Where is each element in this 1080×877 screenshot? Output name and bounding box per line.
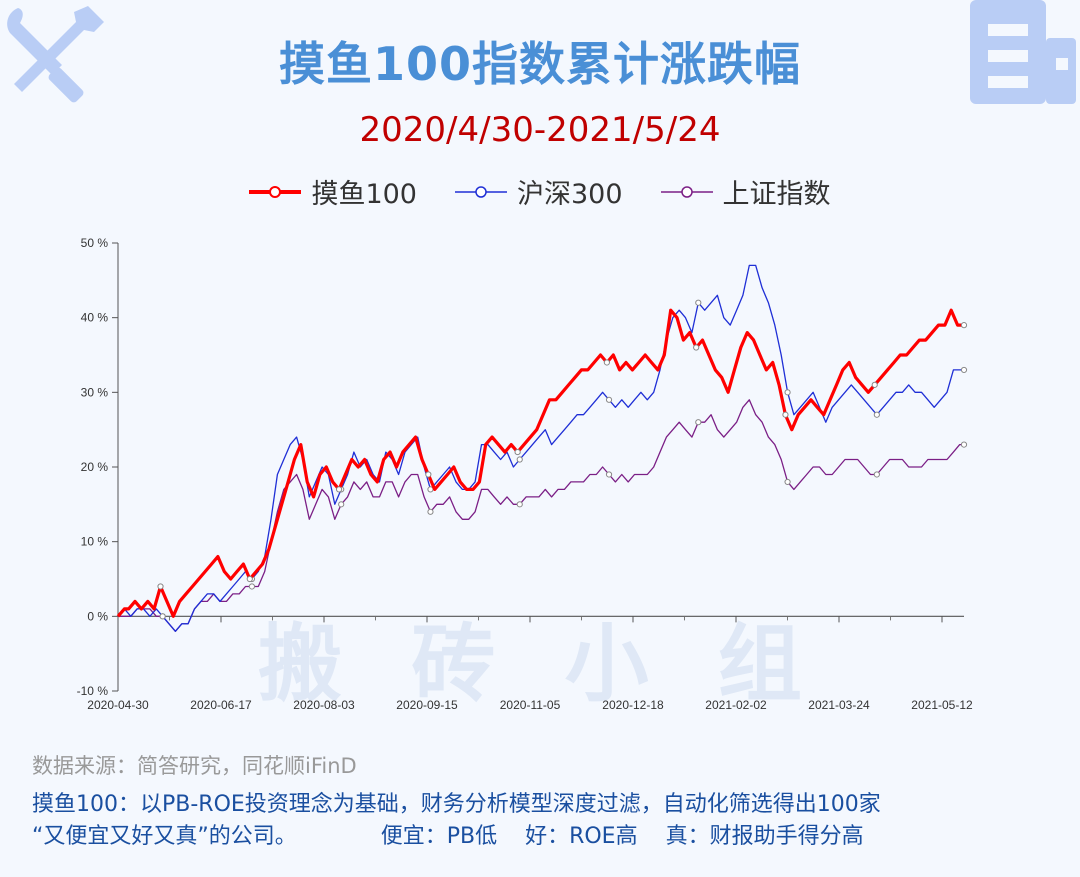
x-tick-label: 2021-05-12 — [911, 698, 973, 712]
x-tick-label: 2020-06-17 — [190, 698, 252, 712]
data-source-note: 数据来源：简答研究，同花顺iFinD — [32, 754, 357, 778]
desc-good: 好：ROE高 — [525, 824, 638, 849]
y-tick-label: 20 % — [81, 460, 109, 474]
x-tick-label: 2020-08-03 — [293, 698, 355, 712]
index-description: 摸鱼100：以PB-ROE投资理念为基础，财务分析模型深度过滤，自动化筛选得出1… — [32, 789, 1072, 853]
series-marker-1 — [960, 366, 968, 374]
series-marker-2 — [784, 478, 791, 486]
building-icon — [970, 0, 1076, 104]
page-title: 摸鱼100指数累计涨跌幅 — [278, 37, 802, 91]
series-marker-2 — [338, 501, 345, 508]
series-marker-0 — [157, 583, 164, 590]
series-marker-2 — [516, 501, 523, 508]
x-tick-label: 2020-11-05 — [500, 698, 561, 712]
series-marker-2 — [873, 471, 880, 478]
series-marker-0 — [871, 381, 878, 388]
series-marker-1 — [159, 613, 166, 620]
legend-item-sz: 上证指数 — [660, 172, 831, 211]
desc-true: 真：财报助手得分高 — [665, 824, 864, 849]
desc-quote: “又便宜又好又真”的公司。 — [32, 824, 297, 849]
series-marker-2 — [248, 583, 256, 590]
series-marker-2 — [427, 508, 434, 515]
y-tick-label: 10 % — [81, 535, 109, 549]
series-marker-1 — [784, 389, 791, 396]
x-tick-label: 2020-09-15 — [396, 698, 458, 712]
legend-marker-sz — [660, 185, 713, 198]
series-marker-0 — [335, 486, 343, 493]
series-marker-0 — [514, 448, 521, 456]
date-range-subtitle: 2020/4/30-2021/5/24 — [359, 110, 721, 150]
y-tick-label: 30 % — [81, 385, 109, 399]
series-marker-2 — [695, 419, 702, 426]
legend-item-hs300: 沪深300 — [455, 172, 623, 211]
chart-axes: -10 % 0 % 10 % 20 % 30 % 40 % 50 % 2020-04-30 20… — [77, 236, 973, 712]
series-marker-1 — [873, 411, 880, 418]
legend-marker-moyu — [249, 185, 302, 198]
y-tick-label: 50 % — [81, 236, 109, 250]
legend-label-moyu: 摸鱼100 — [311, 179, 417, 210]
y-tick-label: -10 % — [77, 684, 109, 698]
chart-legend: 摸鱼100 沪深300 上证指数 — [0, 172, 1080, 211]
series-marker-2 — [605, 471, 613, 478]
series-marker-0 — [603, 359, 610, 366]
series-marker-0 — [960, 322, 968, 329]
series-marker-1 — [695, 299, 702, 306]
series-marker-0 — [246, 575, 253, 583]
x-tick-label: 2021-03-24 — [808, 698, 870, 712]
series-line-2 — [118, 399, 964, 632]
chart-series — [116, 264, 968, 632]
desc-line-2: “又便宜又好又真”的公司。 便宜：PB低 好：ROE高 真：财报助手得分高 — [32, 821, 1072, 853]
series-marker-0 — [425, 471, 432, 478]
x-tick-label: 2020-12-18 — [602, 698, 664, 712]
series-marker-0 — [693, 344, 700, 351]
desc-line-1: 摸鱼100：以PB-ROE投资理念为基础，财务分析模型深度过滤，自动化筛选得出1… — [32, 792, 881, 817]
series-marker-1 — [516, 456, 523, 463]
series-marker-1 — [605, 396, 613, 403]
tools-icon — [7, 6, 104, 103]
y-tick-label: 0 % — [87, 609, 108, 623]
y-tick-label: 40 % — [81, 311, 109, 325]
line-chart: 搬 砖 小 组 -10 % 0 % 10 % 20 % 30 % 40 % 50 % 2020… — [77, 236, 973, 713]
x-tick-label: 2020-04-30 — [87, 698, 149, 712]
series-marker-0 — [782, 411, 789, 418]
legend-item-moyu: 摸鱼100 — [249, 172, 417, 211]
legend-marker-hs300 — [455, 185, 507, 198]
legend-label-hs300: 沪深300 — [517, 179, 623, 210]
series-marker-2 — [960, 441, 968, 448]
desc-cheap: 便宜：PB低 — [380, 824, 498, 849]
legend-label-sz: 上证指数 — [722, 179, 831, 210]
series-line-0 — [116, 308, 964, 618]
watermark-text: 搬 砖 小 组 — [258, 615, 822, 713]
x-tick-label: 2021-02-02 — [705, 698, 767, 712]
series-line-1 — [117, 264, 964, 632]
